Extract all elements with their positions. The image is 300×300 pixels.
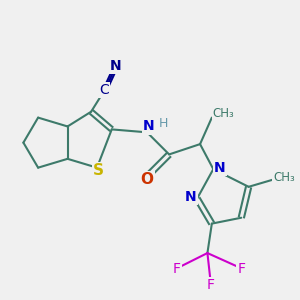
Text: F: F: [206, 278, 214, 292]
Text: N: N: [143, 119, 154, 134]
Text: F: F: [237, 262, 245, 276]
Text: S: S: [93, 163, 104, 178]
Text: O: O: [141, 172, 154, 187]
Text: N: N: [110, 59, 121, 73]
Text: F: F: [172, 262, 181, 276]
Text: H: H: [159, 117, 168, 130]
Text: N: N: [185, 190, 197, 204]
Text: N: N: [214, 161, 226, 175]
Text: CH₃: CH₃: [273, 172, 295, 184]
Text: CH₃: CH₃: [213, 107, 235, 120]
Text: C: C: [100, 82, 109, 97]
